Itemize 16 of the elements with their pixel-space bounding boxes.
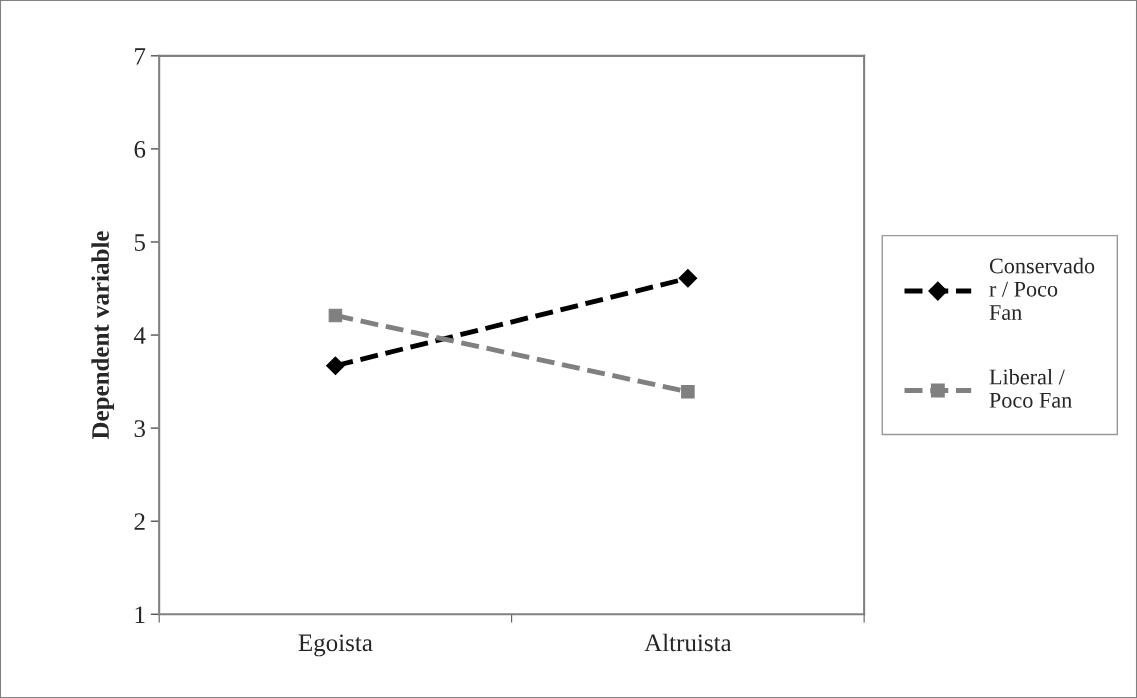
point: [326, 356, 345, 376]
y-tick-label: 3: [134, 420, 146, 438]
legend-label: Conservador / Poco Fan: [989, 257, 1095, 320]
y-tick-label: 7: [135, 48, 146, 65]
y-tick-label: 6: [134, 141, 146, 158]
y-tick-label: 2: [134, 513, 145, 530]
y-tick-label: 4: [133, 327, 146, 344]
point: [678, 268, 698, 288]
legend-label: Liberal / Poco Fan: [989, 368, 1072, 408]
x-tick-label: Egoista: [298, 634, 373, 657]
x-tick-label: Altruista: [644, 633, 732, 652]
y-tick-label: 1: [135, 606, 145, 623]
y-tick-label: 5: [134, 234, 146, 251]
y-axis-title: Dependent variable: [91, 231, 115, 440]
point: [681, 385, 695, 399]
point: [328, 308, 343, 323]
